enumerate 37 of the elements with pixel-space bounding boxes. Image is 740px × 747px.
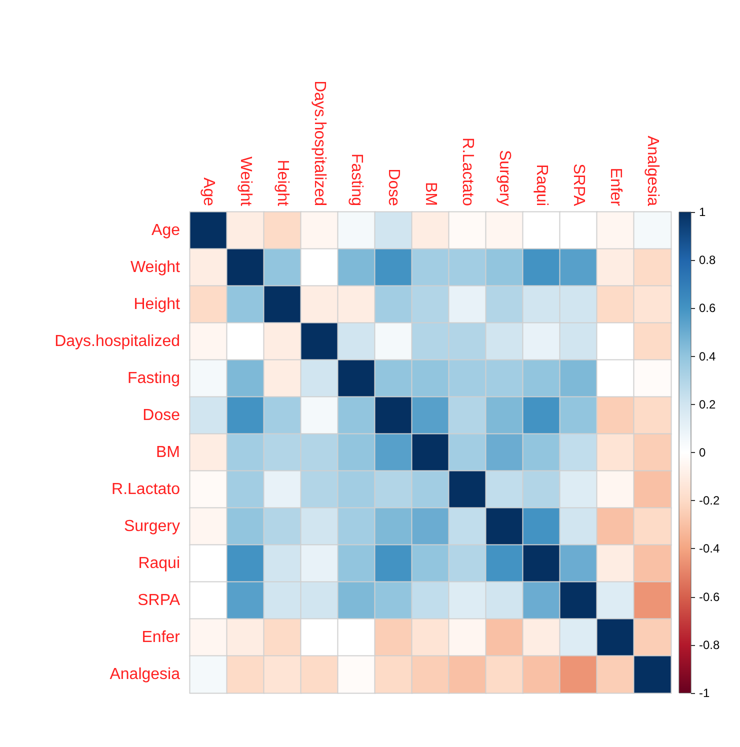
- color-bar-label: -0.6: [699, 590, 720, 604]
- color-bar-label: 0.6: [699, 301, 716, 316]
- y-tick-label: Raqui: [138, 555, 180, 572]
- y-tick-label: Dose: [142, 407, 180, 424]
- x-tick-label: Days.hospitalized: [311, 80, 328, 206]
- y-tick-label: Days.hospitalized: [54, 333, 180, 350]
- y-tick-label: R.Lactato: [112, 481, 180, 498]
- color-bar-label: -1: [699, 686, 710, 700]
- color-bar-label: -0.4: [699, 542, 720, 556]
- color-bar-label: 1: [699, 205, 706, 219]
- y-tick-label: Weight: [130, 259, 181, 276]
- color-bar-label: -0.8: [699, 638, 720, 652]
- x-tick-label: BM: [422, 182, 439, 206]
- x-tick-label: Fasting: [348, 154, 365, 206]
- x-tick-label: Age: [200, 178, 217, 206]
- x-tick-label: Weight: [237, 156, 254, 207]
- y-tick-label: Surgery: [124, 518, 180, 535]
- x-tick-label: Height: [274, 160, 291, 207]
- x-tick-label: Raqui: [533, 164, 550, 206]
- color-bar-label: 0: [699, 446, 706, 460]
- y-tick-label: Fasting: [128, 370, 180, 387]
- color-bar-label: 0.8: [699, 253, 716, 268]
- color-bar-label: -0.2: [699, 494, 720, 508]
- color-bar-label: 0.2: [699, 397, 716, 412]
- y-tick-label: Age: [152, 222, 180, 239]
- x-tick-label: Dose: [385, 168, 402, 206]
- x-tick-label: SRPA: [570, 164, 587, 206]
- y-tick-label: Analgesia: [110, 666, 180, 683]
- x-tick-label: Surgery: [496, 150, 513, 206]
- y-tick-label: Height: [134, 296, 181, 313]
- y-tick-label: SRPA: [138, 592, 180, 609]
- x-tick-label: Analgesia: [644, 136, 661, 206]
- color-bar-label: 0.4: [699, 349, 716, 364]
- y-tick-label: Enfer: [142, 629, 181, 646]
- x-tick-label: Enfer: [607, 168, 624, 207]
- y-tick-label: BM: [156, 444, 180, 461]
- x-tick-label: R.Lactato: [459, 138, 476, 206]
